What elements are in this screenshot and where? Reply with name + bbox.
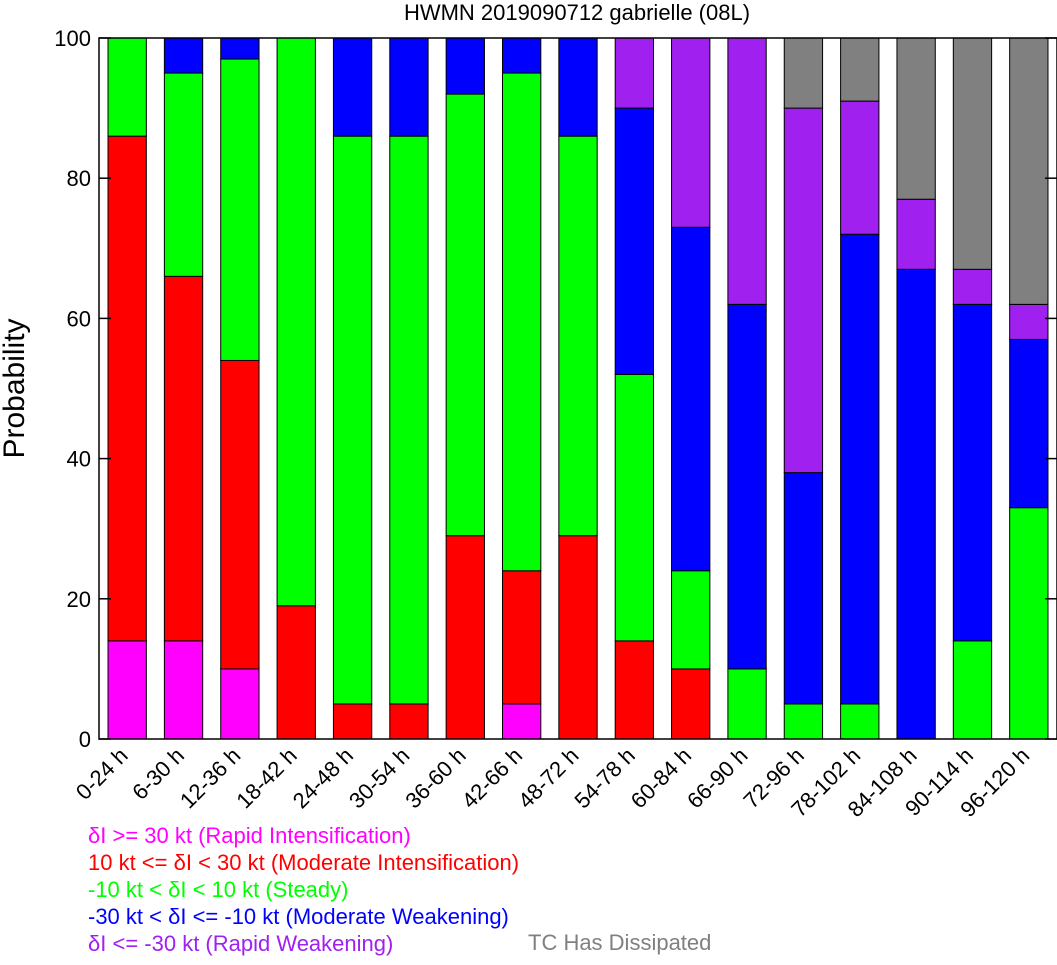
bar-segment-6-3 <box>445 37 485 95</box>
bar-segment-11-4 <box>727 37 767 305</box>
bar-segment-2-2 <box>220 58 260 361</box>
bar-segment-14-4 <box>896 198 936 270</box>
bar-segment-3-2 <box>276 37 316 607</box>
bar-segment-13-3 <box>840 233 880 705</box>
y-tick-label: 80 <box>67 166 91 191</box>
bar-segment-13-5 <box>840 37 880 102</box>
chart-title: HWMN 2019090712 gabrielle (08L) <box>404 0 750 25</box>
bar-segment-1-1 <box>163 275 204 642</box>
y-axis-label: Probability <box>0 318 31 458</box>
y-tick-label: 100 <box>54 26 91 51</box>
bar-segment-1-2 <box>163 72 204 277</box>
y-tick-label: 20 <box>67 587 91 612</box>
bar-segment-9-1 <box>614 640 655 740</box>
y-tick-label: 0 <box>79 727 91 752</box>
x-tick-label: 66-90 h <box>682 743 752 813</box>
legend-entry-moderate-weakening: -30 kt < δI <= -10 kt (Moderate Weakenin… <box>88 904 509 929</box>
bar-segment-16-3 <box>1009 338 1049 509</box>
bar-segment-11-3 <box>727 303 767 670</box>
x-tick-label: 60-84 h <box>626 743 696 813</box>
bar-segment-2-1 <box>220 359 260 670</box>
bar-segment-5-3 <box>389 37 429 137</box>
bar-segment-16-2 <box>1009 507 1049 740</box>
bar-segment-14-5 <box>896 37 936 200</box>
bar-segment-13-4 <box>840 100 880 235</box>
bar-segment-12-3 <box>783 472 824 705</box>
legend: δI >= 30 kt (Rapid Intensification) 10 k… <box>88 822 519 957</box>
bar-segment-13-2 <box>840 703 880 740</box>
bar-segment-16-4 <box>1009 303 1049 340</box>
bar-segment-3-1 <box>276 605 316 740</box>
bar-segment-8-1 <box>558 535 598 740</box>
bar-segment-4-3 <box>332 37 373 137</box>
bar-segment-0-2 <box>107 37 147 137</box>
bar-segment-8-3 <box>558 37 598 137</box>
x-tick-label: 30-54 h <box>344 743 414 813</box>
bar-segment-14-3 <box>896 268 936 740</box>
legend-entry-rapid-weakening: δI <= -30 kt (Rapid Weakening) <box>88 931 394 956</box>
bar-segment-11-2 <box>727 668 767 740</box>
bar-segment-9-3 <box>614 107 655 375</box>
legend-entry-rapid-intensification: δI >= 30 kt (Rapid Intensification) <box>88 823 411 848</box>
x-tick-label: 18-42 h <box>231 743 301 813</box>
bar-segment-0-0 <box>107 640 147 740</box>
x-tick-label: 42-66 h <box>457 743 527 813</box>
bar-segment-0-1 <box>107 135 147 642</box>
bar-segment-4-1 <box>332 703 373 740</box>
bar-segment-12-5 <box>783 37 824 109</box>
bar-segment-7-1 <box>501 570 542 705</box>
y-tick-label: 60 <box>67 306 91 331</box>
y-tick-label: 40 <box>67 447 91 472</box>
bar-segment-7-0 <box>501 703 542 740</box>
bar-segment-16-5 <box>1009 37 1049 305</box>
bar-segment-4-2 <box>332 135 373 705</box>
bar-segment-5-1 <box>389 703 429 740</box>
bar-segment-15-5 <box>952 37 993 270</box>
bar-segment-12-4 <box>783 107 824 474</box>
x-tick-label: 0-24 h <box>71 743 133 805</box>
bar-segment-2-0 <box>220 668 260 740</box>
bar-segment-15-4 <box>952 268 993 305</box>
bars-layer <box>107 37 1049 740</box>
bar-segment-7-3 <box>501 37 542 74</box>
bar-segment-9-4 <box>614 37 655 109</box>
bar-segment-5-2 <box>389 135 429 705</box>
x-tick-label: 48-72 h <box>513 743 583 813</box>
legend-entry-steady: -10 kt < δI < 10 kt (Steady) <box>88 877 349 902</box>
bar-segment-10-3 <box>671 226 711 572</box>
bar-segment-8-2 <box>558 135 598 537</box>
x-tick-label: 54-78 h <box>569 743 639 813</box>
bar-segment-10-1 <box>671 668 711 740</box>
x-tick-label: 12-36 h <box>175 743 245 813</box>
bar-segment-2-3 <box>220 37 260 60</box>
bar-segment-1-0 <box>163 640 204 740</box>
legend-entry-dissipated: TC Has Dissipated <box>528 930 712 955</box>
bar-segment-6-2 <box>445 93 485 537</box>
plot-frame <box>98 37 1057 740</box>
bar-segment-10-2 <box>671 570 711 670</box>
bar-segment-12-2 <box>783 703 824 740</box>
bar-segment-7-2 <box>501 72 542 572</box>
bar-segment-10-4 <box>671 37 711 228</box>
bar-segment-15-3 <box>952 303 993 642</box>
x-tick-label: 36-60 h <box>400 743 470 813</box>
bar-segment-15-2 <box>952 640 993 740</box>
bar-segment-9-2 <box>614 373 655 642</box>
x-tick-label: 24-48 h <box>288 743 358 813</box>
bar-segment-1-3 <box>163 37 204 74</box>
legend-entry-moderate-intensification: 10 kt <= δI < 30 kt (Moderate Intensific… <box>88 850 520 875</box>
bar-segment-6-1 <box>445 535 485 740</box>
